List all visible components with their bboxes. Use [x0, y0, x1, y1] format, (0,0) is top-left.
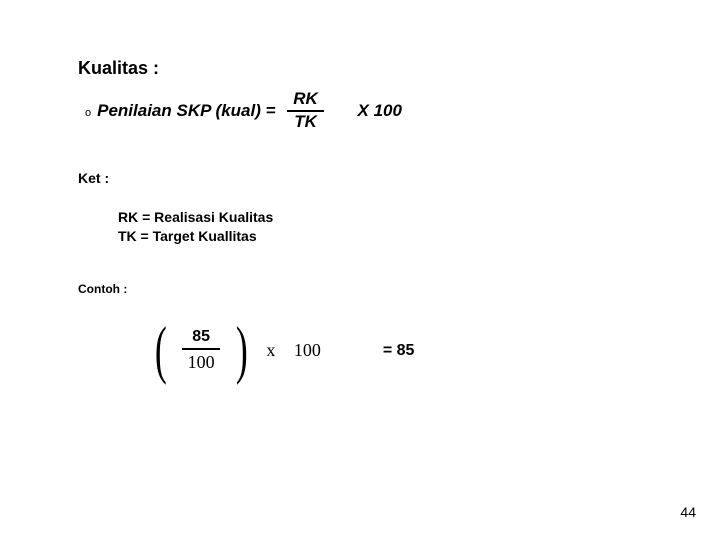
def-tk: TK = Target Kuallitas [118, 227, 273, 246]
example-numerator: 85 [182, 328, 220, 350]
bullet-icon: o [85, 107, 91, 119]
page-number: 44 [680, 504, 696, 520]
formula-row: o Penilaian SKP (kual) = RK TK X 100 [85, 90, 402, 131]
def-rk: RK = Realisasi Kualitas [118, 208, 273, 227]
formula-denominator: TK [288, 112, 323, 132]
formula-fraction: RK TK [282, 90, 330, 131]
example-denominator: 100 [180, 350, 223, 373]
slide-page: Kualitas : o Penilaian SKP (kual) = RK T… [0, 0, 720, 540]
left-paren-icon: ( [155, 318, 167, 383]
example-result: = 85 [383, 342, 415, 360]
formula-numerator: RK [287, 90, 324, 112]
example-factor: 100 [294, 340, 321, 360]
definitions: RK = Realisasi Kualitas TK = Target Kual… [118, 208, 273, 246]
formula-label: Penilaian SKP (kual) = [97, 101, 275, 121]
formula-multiply: X 100 [358, 101, 402, 121]
multiply-icon: x [266, 340, 275, 360]
keterangan-label: Ket : [78, 170, 109, 186]
example-fraction: 85 100 [180, 328, 223, 373]
section-title: Kualitas : [78, 58, 159, 79]
right-paren-icon: ) [236, 318, 248, 383]
contoh-label: Contoh : [78, 282, 127, 296]
example-calc: x 100 [266, 340, 321, 361]
example-row: ( 85 100 ) x 100 = 85 [150, 318, 414, 383]
